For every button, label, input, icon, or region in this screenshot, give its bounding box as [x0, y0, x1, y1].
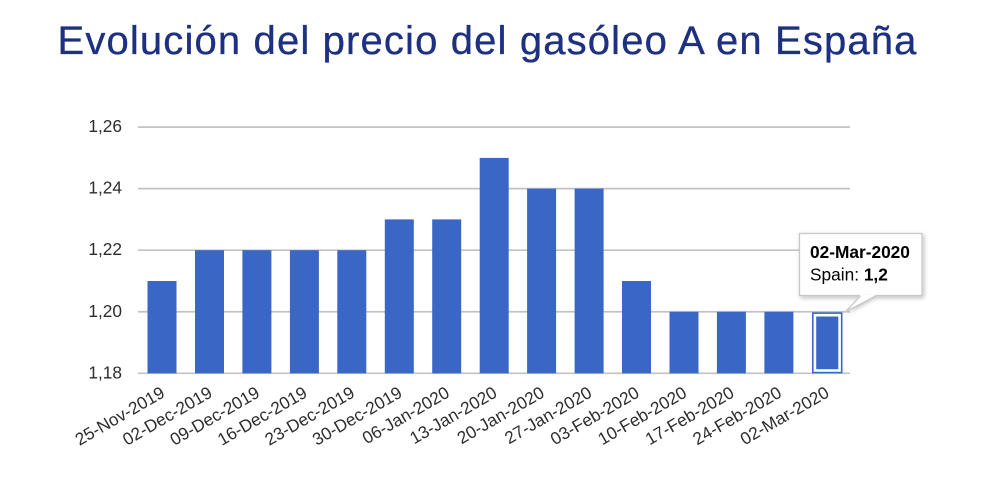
svg-text:1,18: 1,18 [88, 362, 122, 382]
svg-text:1,24: 1,24 [88, 178, 122, 198]
svg-text:1,22: 1,22 [88, 239, 122, 259]
svg-text:1,20: 1,20 [88, 301, 122, 321]
svg-text:Spain: 1,2: Spain: 1,2 [810, 265, 888, 285]
svg-text:1,26: 1,26 [88, 116, 122, 136]
svg-text:02-Mar-2020: 02-Mar-2020 [810, 242, 910, 262]
